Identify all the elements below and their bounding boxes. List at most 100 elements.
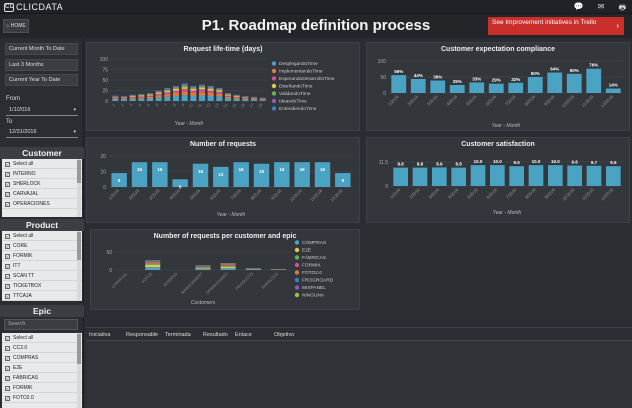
- checkbox-icon[interactable]: ✓: [5, 346, 10, 351]
- customer-item[interactable]: ✓ CARVAJAL: [2, 189, 82, 199]
- epic-item[interactable]: ✓ Select all: [2, 333, 82, 343]
- stacked-bar-segment: [145, 261, 161, 263]
- mail-icon[interactable]: ✉: [597, 2, 605, 11]
- bar: [586, 68, 602, 93]
- product-item[interactable]: ✓ TICKETBOX: [2, 281, 82, 291]
- x-tick-label: 7/2016: [229, 188, 242, 201]
- bar: [489, 165, 505, 186]
- stacked-bar-segment: [120, 97, 128, 99]
- stacked-bar-segment: [138, 94, 145, 96]
- bar: [605, 166, 621, 186]
- column-header[interactable]: Enlace: [235, 332, 252, 338]
- customer-list: ✓ Select all ✓ INTERNO ✓ SHERLOCK ✓ CARVAJAL…: [2, 159, 82, 217]
- checkbox-icon[interactable]: ✓: [5, 192, 10, 197]
- checkbox-icon[interactable]: ✓: [5, 254, 10, 259]
- stacked-bar-segment: [138, 95, 145, 97]
- bar: [566, 73, 582, 93]
- product-item[interactable]: ✓ SCAN TT: [2, 271, 82, 281]
- stacked-bar-segment: [120, 98, 128, 100]
- product-item[interactable]: ✓ FORMIK: [2, 251, 82, 261]
- checkbox-icon[interactable]: ✓: [5, 202, 10, 207]
- customer-item[interactable]: ✓ OPERACIONES: [2, 199, 82, 209]
- x-tick-label: 3/2016: [426, 94, 439, 107]
- checkbox-icon[interactable]: ✓: [5, 336, 10, 341]
- checkbox-icon[interactable]: ✓: [5, 386, 10, 391]
- improvement-initiatives-button[interactable]: See Improvement initiatives in Trello ›: [488, 17, 624, 35]
- epic-item[interactable]: ✓ FORMIK: [2, 383, 82, 393]
- brand-logo[interactable]: CD CLICDATA: [4, 2, 63, 12]
- column-header[interactable]: Resultado: [203, 332, 228, 338]
- scrollbar[interactable]: [77, 159, 81, 217]
- column-header[interactable]: Responsable: [126, 332, 159, 338]
- data-label: 8.9: [436, 161, 443, 166]
- bar: [527, 77, 543, 93]
- stacked-bar-segment: [207, 88, 214, 91]
- product-item[interactable]: ✓ CORE: [2, 241, 82, 251]
- column-header[interactable]: Terminada: [165, 332, 191, 338]
- epic-search-input[interactable]: Search: [4, 319, 78, 330]
- stacked-bar-segment: [164, 88, 171, 90]
- chat-icon[interactable]: 💬: [573, 2, 584, 11]
- checkbox-icon[interactable]: ✓: [5, 244, 10, 249]
- x-tick-label: 2/2016: [128, 188, 141, 201]
- checkbox-icon[interactable]: ✓: [5, 284, 10, 289]
- customer-item[interactable]: ✓ INTERNO: [2, 169, 82, 179]
- stacked-bar-segment: [224, 98, 232, 101]
- range-current-month[interactable]: Current Month To Date: [5, 43, 78, 55]
- epic-item[interactable]: ✓ E2E: [2, 363, 82, 373]
- column-header[interactable]: Iniciativa: [89, 332, 111, 338]
- product-item[interactable]: ✓ ITT: [2, 261, 82, 271]
- scrollbar[interactable]: [77, 333, 81, 408]
- stacked-bar-segment: [216, 89, 223, 91]
- checkbox-icon[interactable]: ✓: [5, 274, 10, 279]
- print-icon[interactable]: 🖶: [618, 3, 626, 12]
- checkbox-icon[interactable]: ✓: [5, 182, 10, 187]
- checkbox-icon[interactable]: ✓: [5, 264, 10, 269]
- to-date-input[interactable]: 12/31/2016 ▾: [6, 127, 78, 138]
- product-item[interactable]: ✓ TTCAJA: [2, 291, 82, 301]
- checkbox-icon[interactable]: ✓: [5, 294, 10, 299]
- scrollbar[interactable]: [77, 231, 81, 301]
- range-last-3-months[interactable]: Last 3 Months: [5, 59, 78, 71]
- checkbox-icon[interactable]: ✓: [5, 172, 10, 177]
- stacked-bar-segment: [112, 98, 119, 101]
- checkbox-icon[interactable]: ✓: [5, 376, 10, 381]
- checkbox-icon[interactable]: ✓: [5, 396, 10, 401]
- bar: [547, 72, 563, 93]
- checkbox-icon[interactable]: ✓: [5, 366, 10, 371]
- customer-item[interactable]: ✓ Select all: [2, 159, 82, 169]
- epic-label: FOTO2.0: [13, 395, 34, 401]
- checkbox-icon[interactable]: ✓: [5, 356, 10, 361]
- customer-section-title: Customer: [0, 147, 84, 159]
- x-tick-label: 17: [248, 102, 255, 109]
- stacked-bar-segment: [172, 86, 180, 88]
- y-tick-label: 20: [100, 154, 106, 160]
- home-button[interactable]: ⌂ HOME: [3, 19, 29, 33]
- product-label: ITT: [13, 263, 21, 269]
- epic-item[interactable]: ✓ COMPRAS: [2, 353, 82, 363]
- stacked-bar-segment: [181, 87, 188, 89]
- x-tick-label: 10: [187, 102, 194, 109]
- x-tick-label: 1/2016: [389, 187, 402, 200]
- data-label: 15: [259, 169, 265, 174]
- x-tick-label: 6/2016: [484, 94, 497, 107]
- checkbox-icon[interactable]: ✓: [5, 234, 10, 239]
- x-tick-label: 12/2016: [329, 188, 344, 203]
- bar: [253, 163, 270, 187]
- legend-swatch: [294, 247, 300, 253]
- column-header[interactable]: Objetivo: [274, 332, 295, 338]
- stacked-bar-segment: [242, 97, 249, 99]
- epic-item[interactable]: ✓ FOTO2.0: [2, 393, 82, 403]
- customer-label: OPERACIONES: [13, 201, 50, 207]
- epic-item[interactable]: ✓ CC2.0: [2, 343, 82, 353]
- customer-item[interactable]: ✓ SHERLOCK: [2, 179, 82, 189]
- data-label: 10.0: [551, 159, 560, 164]
- checkbox-icon[interactable]: ✓: [5, 162, 10, 167]
- bar: [449, 85, 465, 93]
- stacked-bar-segment: [198, 84, 206, 86]
- epic-item[interactable]: ✓ FÁBRICAS: [2, 373, 82, 383]
- product-item[interactable]: ✓ Select all: [2, 231, 82, 241]
- x-tick-label: PRODUCTO: [234, 271, 254, 291]
- range-current-year[interactable]: Current Year To Date: [5, 74, 78, 86]
- from-date-input[interactable]: 1/1/2016 ▾: [6, 105, 78, 116]
